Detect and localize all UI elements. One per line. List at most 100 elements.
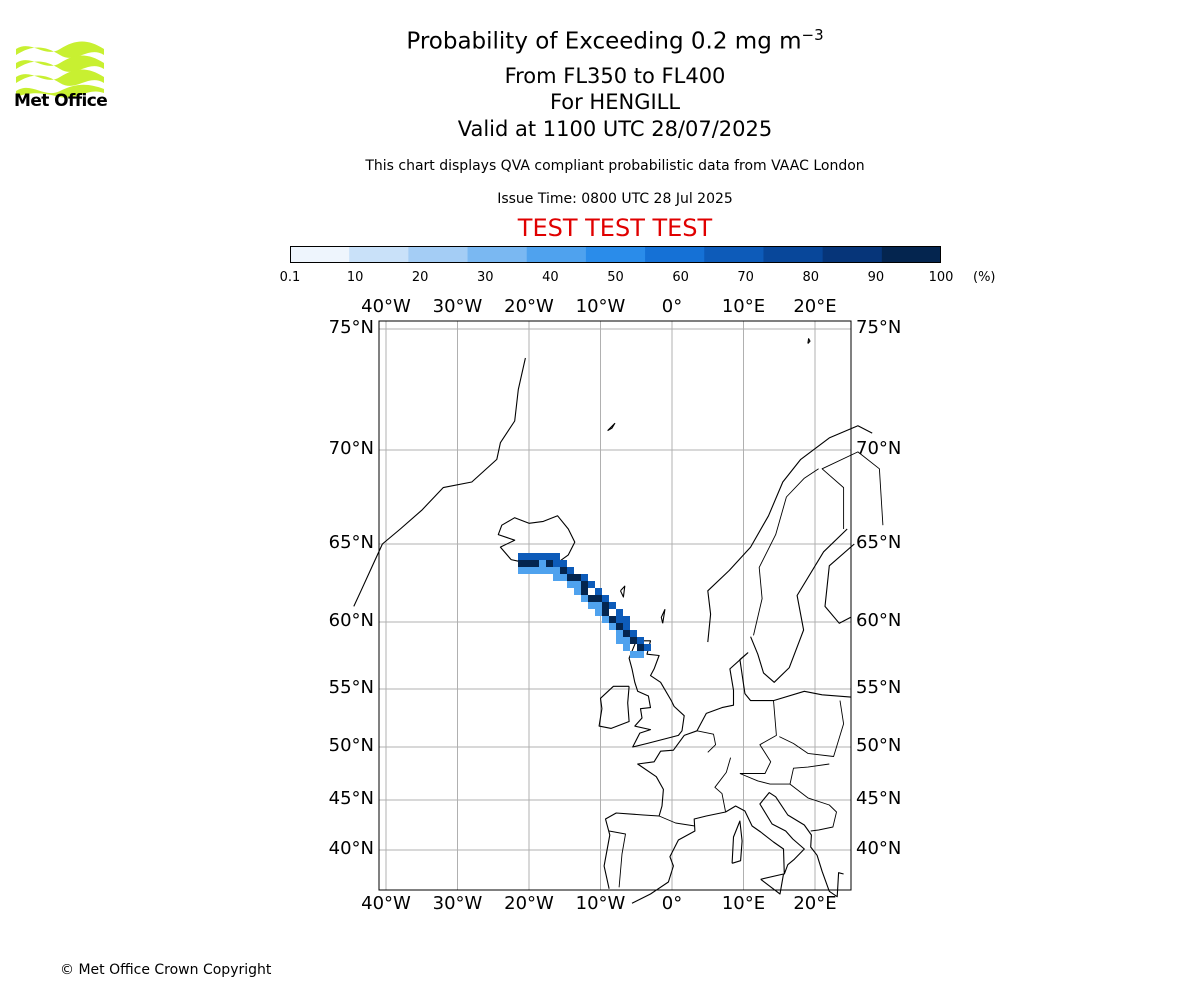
colorbar-segment bbox=[822, 246, 883, 263]
colorbar-tick-label: 100 bbox=[928, 270, 954, 285]
latitude-label: 75°N bbox=[856, 317, 902, 338]
ash-plume-cell bbox=[574, 588, 581, 595]
longitude-label: 10°E bbox=[721, 296, 766, 317]
norway-sweden bbox=[707, 425, 873, 643]
ash-plume-cell bbox=[525, 567, 532, 574]
longitude-label: 30°W bbox=[432, 296, 483, 317]
ash-plume-cell bbox=[574, 574, 581, 581]
ash-plume-cell bbox=[623, 616, 630, 623]
border-fi bbox=[821, 451, 884, 529]
colorbar-tick-label: 70 bbox=[737, 270, 754, 285]
ash-plume-cell bbox=[630, 651, 637, 658]
border-pl-east bbox=[779, 700, 845, 757]
colorbar-segment bbox=[881, 246, 941, 263]
colorbar-tick-label: 80 bbox=[802, 270, 820, 285]
border-alps bbox=[739, 763, 830, 785]
svalbard-islet bbox=[807, 338, 811, 344]
ash-plume-cell bbox=[532, 553, 539, 560]
latitude-label: 60°N bbox=[856, 610, 902, 631]
continent bbox=[603, 652, 851, 889]
ash-plume-cell bbox=[553, 574, 560, 581]
colorbar-segment bbox=[704, 246, 764, 263]
ash-plume-cell bbox=[602, 595, 609, 602]
greenland-coast bbox=[353, 357, 526, 607]
longitude-label: 0° bbox=[661, 893, 683, 914]
longitude-label: 40°W bbox=[361, 296, 411, 317]
latitude-label: 75°N bbox=[328, 317, 374, 338]
ash-plume-cell bbox=[595, 588, 602, 595]
ash-plume-cell bbox=[637, 651, 644, 658]
ireland bbox=[598, 685, 630, 729]
latitude-label: 55°N bbox=[328, 677, 374, 698]
ash-plume-cell bbox=[609, 623, 616, 630]
border-balkans bbox=[789, 783, 837, 832]
longitude-label: 10°E bbox=[721, 893, 766, 914]
ash-plume-cell bbox=[623, 644, 630, 651]
ash-plume-cell bbox=[616, 637, 623, 644]
shetland bbox=[660, 608, 666, 624]
copyright: © Met Office Crown Copyright bbox=[60, 962, 272, 978]
ash-plume-cell bbox=[532, 560, 539, 567]
ash-plume-cell bbox=[532, 567, 539, 574]
border-es-fr bbox=[658, 815, 695, 827]
colorbar bbox=[290, 246, 941, 263]
ash-plume-cell bbox=[588, 602, 595, 609]
colorbar-tick-label: 50 bbox=[607, 270, 624, 285]
ash-plume-cell bbox=[630, 637, 637, 644]
colorbar-segment bbox=[763, 246, 824, 263]
latitude-label: 60°N bbox=[328, 610, 374, 631]
ash-plume-cell bbox=[609, 616, 616, 623]
colorbar-tick-label: 20 bbox=[411, 270, 429, 285]
colorbar-border bbox=[290, 246, 941, 263]
ash-plume-cell bbox=[539, 567, 546, 574]
ash-plume-cell bbox=[518, 560, 525, 567]
ash-plume-cell bbox=[546, 553, 553, 560]
longitude-label: 10°W bbox=[575, 296, 626, 317]
border-de-pl bbox=[739, 700, 777, 774]
ash-plume-cell bbox=[560, 567, 567, 574]
ash-plume-cell bbox=[623, 623, 630, 630]
coastlines bbox=[353, 338, 884, 904]
test-banner: TEST TEST TEST bbox=[517, 214, 713, 242]
ash-plume-cell bbox=[581, 595, 588, 602]
ash-plume bbox=[518, 553, 651, 658]
longitude-label: 20°E bbox=[793, 296, 837, 317]
latitude-label: 55°N bbox=[856, 677, 902, 698]
ash-plume-cell bbox=[637, 637, 644, 644]
colorbar-tick-label: 30 bbox=[477, 270, 494, 285]
map-frame bbox=[378, 320, 852, 891]
ash-plume-cell bbox=[546, 567, 553, 574]
ash-plume-cell bbox=[616, 630, 623, 637]
latitude-label: 70°N bbox=[856, 438, 902, 459]
colorbar-tick-label: 40 bbox=[542, 270, 559, 285]
border-es-pt bbox=[609, 830, 626, 888]
sicily bbox=[760, 873, 785, 895]
ash-plume-cell bbox=[609, 602, 616, 609]
ash-plume-cell bbox=[539, 553, 546, 560]
latitude-label: 45°N bbox=[856, 788, 902, 809]
ash-plume-cell bbox=[581, 588, 588, 595]
colorbar-segment bbox=[467, 246, 528, 263]
border-no-se bbox=[753, 468, 819, 636]
ash-plume-cell bbox=[518, 567, 525, 574]
qva-note: This chart displays QVA compliant probab… bbox=[365, 158, 865, 174]
ash-plume-cell bbox=[567, 581, 574, 588]
latitude-label: 50°N bbox=[328, 735, 374, 756]
sardinia-corsica bbox=[731, 820, 743, 864]
ash-plume-cell bbox=[581, 581, 588, 588]
ash-plume-cell bbox=[602, 609, 609, 616]
ash-plume-cell bbox=[637, 644, 644, 651]
colorbar-segment bbox=[585, 246, 646, 263]
ash-plume-cell bbox=[553, 567, 560, 574]
latitude-label: 65°N bbox=[856, 532, 902, 553]
colorbar-unit: (%) bbox=[973, 270, 996, 285]
jan-mayen bbox=[607, 422, 616, 432]
longitude-label: 20°E bbox=[793, 893, 837, 914]
finland-baltic bbox=[824, 543, 855, 624]
ash-plume-cell bbox=[623, 637, 630, 644]
ash-plume-cell bbox=[588, 595, 595, 602]
mediterranean-north bbox=[631, 792, 844, 904]
ash-plume-cell bbox=[546, 560, 553, 567]
longitude-label: 20°W bbox=[504, 296, 554, 317]
